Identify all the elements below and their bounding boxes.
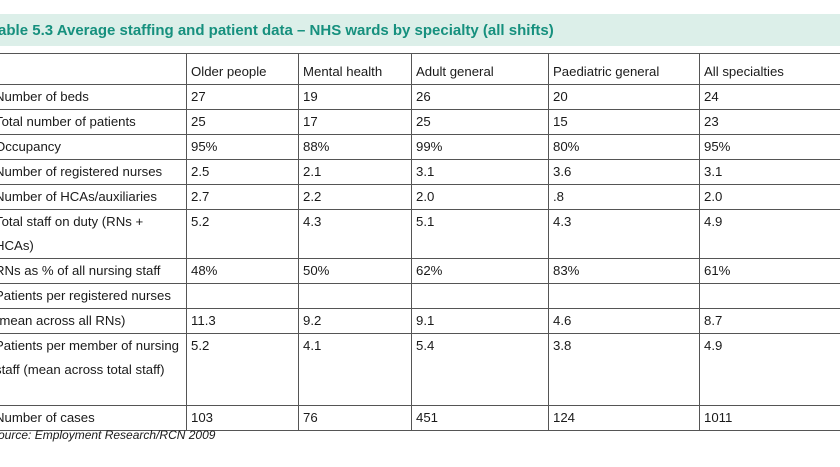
table-cell: 61% <box>699 258 840 284</box>
row-label: (mean across all RNs) <box>0 308 187 334</box>
table-cell: 1011 <box>699 405 840 431</box>
table-cell: 5.2 <box>186 333 299 406</box>
table-cell: 5.4 <box>411 333 549 406</box>
table-cell: 8.7 <box>699 308 840 334</box>
row-label: RNs as % of all nursing staff <box>0 258 187 284</box>
row-label: Number of cases <box>0 405 187 431</box>
header-cell: Paediatric general <box>548 53 700 85</box>
table-cell: 25 <box>411 109 549 135</box>
table-cell: 88% <box>298 134 412 160</box>
row-label: Number of registered nurses <box>0 159 187 185</box>
row-label: Number of HCAs/auxiliaries <box>0 184 187 210</box>
table-cell: 11.3 <box>186 308 299 334</box>
table-cell: 95% <box>699 134 840 160</box>
table-row: Total number of patients 25 17 25 15 23 <box>0 109 840 135</box>
table-row: Number of registered nurses 2.5 2.1 3.1 … <box>0 159 840 185</box>
header-cell: Adult general <box>411 53 549 85</box>
table-row: Patients per registered nurses <box>0 283 840 309</box>
table-cell: 3.8 <box>548 333 700 406</box>
table-cell <box>298 283 412 309</box>
table-cell: 2.0 <box>699 184 840 210</box>
table-cell: 451 <box>411 405 549 431</box>
table-cell: 2.0 <box>411 184 549 210</box>
table-cell: 76 <box>298 405 412 431</box>
table-cell: 3.6 <box>548 159 700 185</box>
table-cell: 9.2 <box>298 308 412 334</box>
table-cell: 27 <box>186 84 299 110</box>
table-cell: 15 <box>548 109 700 135</box>
table-cell: 20 <box>548 84 700 110</box>
table-cell <box>186 283 299 309</box>
table-cell: 4.9 <box>699 333 840 406</box>
table-row: Number of HCAs/auxiliaries 2.7 2.2 2.0 .… <box>0 184 840 210</box>
table-header-row: Older people Mental health Adult general… <box>0 53 840 85</box>
table-cell: 95% <box>186 134 299 160</box>
row-label: Total number of patients <box>0 109 187 135</box>
table-cell: 26 <box>411 84 549 110</box>
table-row: Total staff on duty (RNs + HCAs) 5.2 4.3… <box>0 209 840 259</box>
table-row: RNs as % of all nursing staff 48% 50% 62… <box>0 258 840 284</box>
table-cell: 103 <box>186 405 299 431</box>
table-cell: 3.1 <box>411 159 549 185</box>
table-cell: 4.1 <box>298 333 412 406</box>
table-cell: 23 <box>699 109 840 135</box>
header-cell: Older people <box>186 53 299 85</box>
table-cell: 2.5 <box>186 159 299 185</box>
table-cell: 5.2 <box>186 209 299 259</box>
table-cell: .8 <box>548 184 700 210</box>
table-cell: 50% <box>298 258 412 284</box>
table-title-bar: Table 5.3 Average staffing and patient d… <box>0 14 840 46</box>
table-cell: 4.6 <box>548 308 700 334</box>
table-cell: 2.1 <box>298 159 412 185</box>
table-cell: 99% <box>411 134 549 160</box>
header-cell: All specialties <box>699 53 840 85</box>
table-cell: 62% <box>411 258 549 284</box>
table-cell: 2.7 <box>186 184 299 210</box>
row-label: Patients per member of nursing staff (me… <box>0 333 187 406</box>
row-label: Total staff on duty (RNs + HCAs) <box>0 209 187 259</box>
table-cell: 83% <box>548 258 700 284</box>
row-label: Number of beds <box>0 84 187 110</box>
table-cell: 2.2 <box>298 184 412 210</box>
table-cell <box>699 283 840 309</box>
table-cell: 48% <box>186 258 299 284</box>
table-source-note: Source: Employment Research/RCN 2009 <box>0 428 216 442</box>
header-cell: Mental health <box>298 53 412 85</box>
table-cell <box>411 283 549 309</box>
table-cell: 4.3 <box>548 209 700 259</box>
table-cell: 17 <box>298 109 412 135</box>
header-cell <box>0 53 187 85</box>
table-row: Number of cases 103 76 451 124 1011 <box>0 405 840 431</box>
table-cell: 5.1 <box>411 209 549 259</box>
table-row: Number of beds 27 19 26 20 24 <box>0 84 840 110</box>
table-row: (mean across all RNs) 11.3 9.2 9.1 4.6 8… <box>0 308 840 334</box>
table-title: Table 5.3 Average staffing and patient d… <box>0 21 554 39</box>
table-cell: 3.1 <box>699 159 840 185</box>
staffing-table: Older people Mental health Adult general… <box>0 53 840 431</box>
table-row: Occupancy 95% 88% 99% 80% 95% <box>0 134 840 160</box>
row-label: Patients per registered nurses <box>0 283 187 309</box>
table-container: Older people Mental health Adult general… <box>0 53 840 431</box>
table-cell: 9.1 <box>411 308 549 334</box>
table-cell: 80% <box>548 134 700 160</box>
table-row: Patients per member of nursing staff (me… <box>0 333 840 406</box>
table-cell <box>548 283 700 309</box>
table-cell: 24 <box>699 84 840 110</box>
row-label: Occupancy <box>0 134 187 160</box>
table-cell: 4.3 <box>298 209 412 259</box>
table-cell: 4.9 <box>699 209 840 259</box>
table-cell: 124 <box>548 405 700 431</box>
table-cell: 25 <box>186 109 299 135</box>
table-cell: 19 <box>298 84 412 110</box>
